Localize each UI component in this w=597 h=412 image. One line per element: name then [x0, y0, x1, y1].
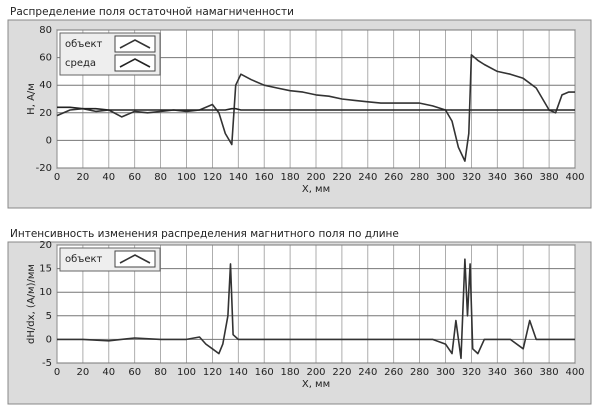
x-tick-label: 140 — [229, 172, 248, 183]
chart-title: Распределение поля остаточной намагничен… — [10, 6, 294, 18]
x-tick-label: 140 — [229, 367, 248, 378]
x-tick-label: 360 — [514, 172, 533, 183]
legend-swatch — [119, 254, 151, 264]
data-line — [57, 258, 575, 360]
y-tick-label: 0 — [46, 135, 52, 146]
x-tick-label: 120 — [203, 367, 222, 378]
x-axis-label: X, мм — [302, 184, 330, 195]
legend-swatch — [119, 39, 151, 49]
x-tick-label: 300 — [436, 367, 455, 378]
legend-swatch — [119, 58, 151, 68]
x-tick-label: 340 — [488, 367, 507, 378]
legend-swatch-box — [114, 250, 156, 268]
x-tick-label: 220 — [332, 367, 351, 378]
x-tick-label: 160 — [255, 172, 274, 183]
y-axis-label: H, А/м — [26, 83, 37, 115]
x-tick-label: 160 — [255, 367, 274, 378]
x-tick-label: 0 — [54, 367, 60, 378]
x-tick-label: 400 — [565, 367, 584, 378]
y-tick-label: -20 — [36, 163, 52, 174]
x-tick-label: 400 — [565, 172, 584, 183]
x-tick-label: 60 — [128, 367, 141, 378]
legend-label: среда — [65, 58, 96, 69]
x-tick-label: 20 — [77, 367, 90, 378]
y-tick-label: 15 — [39, 264, 52, 275]
x-tick-label: 100 — [177, 367, 196, 378]
x-tick-label: 180 — [281, 172, 300, 183]
x-tick-label: 80 — [154, 367, 167, 378]
legend-swatch-box — [114, 54, 156, 72]
y-tick-label: 20 — [39, 240, 52, 251]
x-tick-label: 100 — [177, 172, 196, 183]
y-tick-label: 0 — [46, 334, 52, 345]
chart-title: Интенсивность изменения распределения ма… — [10, 228, 399, 240]
data-line — [56, 54, 575, 162]
x-tick-label: 360 — [514, 367, 533, 378]
x-tick-label: 60 — [128, 172, 141, 183]
x-tick-label: 280 — [410, 172, 429, 183]
y-axis-label: dH/dx, (А/м)/мм — [26, 264, 37, 344]
data-line — [57, 106, 575, 111]
x-tick-label: 320 — [462, 367, 481, 378]
y-tick-label: 5 — [46, 311, 52, 322]
x-tick-label: 80 — [154, 172, 167, 183]
x-tick-label: 0 — [54, 172, 60, 183]
x-tick-label: 280 — [410, 367, 429, 378]
x-tick-label: 340 — [488, 172, 507, 183]
x-tick-label: 180 — [281, 367, 300, 378]
y-tick-label: -5 — [42, 358, 52, 369]
x-tick-label: 120 — [203, 172, 222, 183]
y-tick-label: 80 — [39, 25, 52, 36]
x-tick-label: 20 — [77, 172, 90, 183]
y-tick-label: 10 — [39, 287, 52, 298]
y-tick-label: 20 — [39, 108, 52, 119]
y-tick-label: 60 — [39, 53, 52, 64]
x-tick-label: 200 — [306, 172, 325, 183]
x-tick-label: 260 — [384, 172, 403, 183]
x-tick-label: 240 — [358, 172, 377, 183]
x-tick-label: 300 — [436, 172, 455, 183]
x-tick-label: 220 — [332, 172, 351, 183]
legend-label: объект — [65, 254, 103, 265]
x-tick-label: 40 — [102, 172, 115, 183]
legend-label: объект — [65, 39, 103, 50]
x-tick-label: 380 — [540, 367, 559, 378]
legend-swatch-box — [114, 35, 156, 53]
x-tick-label: 240 — [358, 367, 377, 378]
x-tick-label: 380 — [540, 172, 559, 183]
x-tick-label: 260 — [384, 367, 403, 378]
x-tick-label: 200 — [306, 367, 325, 378]
x-axis-label: X, мм — [302, 379, 330, 390]
x-tick-label: 320 — [462, 172, 481, 183]
y-tick-label: 40 — [39, 80, 52, 91]
x-tick-label: 40 — [102, 367, 115, 378]
